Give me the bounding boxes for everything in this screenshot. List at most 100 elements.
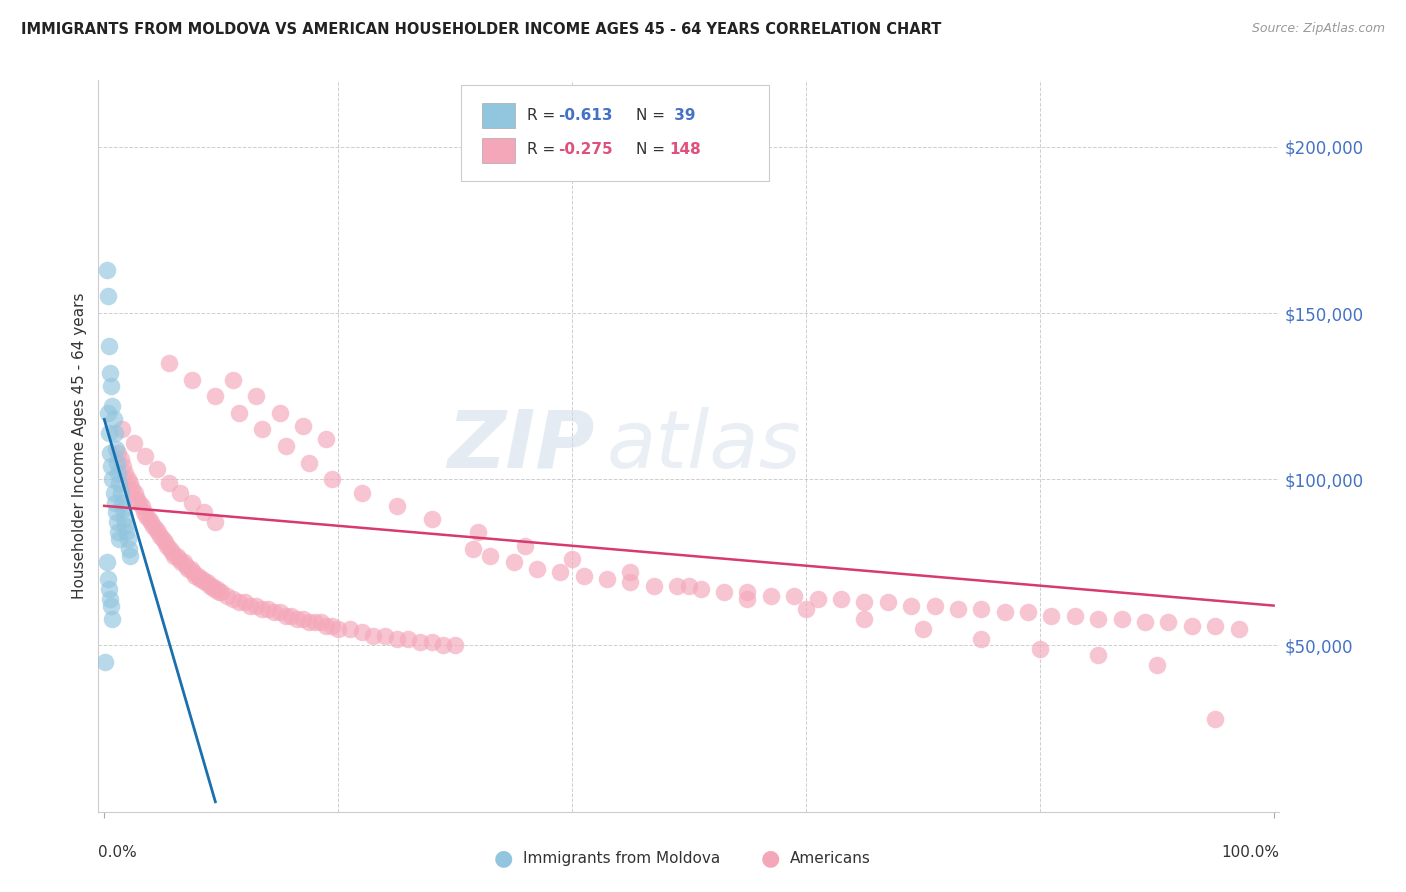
Point bbox=[285, 612, 308, 626]
Text: Americans: Americans bbox=[790, 851, 872, 865]
Point bbox=[97, 572, 120, 586]
Point bbox=[853, 612, 876, 626]
Point bbox=[526, 562, 548, 576]
Point bbox=[149, 529, 172, 543]
Point bbox=[117, 532, 139, 546]
Point bbox=[184, 568, 207, 582]
Point bbox=[222, 591, 245, 606]
Point bbox=[104, 442, 127, 457]
Point bbox=[110, 485, 132, 500]
Point bbox=[96, 262, 118, 277]
Point bbox=[107, 466, 129, 480]
Text: 39: 39 bbox=[669, 108, 696, 123]
Point bbox=[100, 599, 122, 613]
Point bbox=[170, 555, 193, 569]
Point bbox=[269, 605, 291, 619]
Point bbox=[385, 632, 408, 646]
Point bbox=[100, 458, 122, 473]
Point bbox=[876, 595, 898, 609]
Point bbox=[374, 628, 396, 642]
Text: 148: 148 bbox=[669, 142, 700, 157]
Point bbox=[160, 545, 183, 559]
Point bbox=[479, 549, 502, 563]
Point bbox=[118, 549, 141, 563]
Point bbox=[97, 582, 120, 596]
Point bbox=[274, 608, 297, 623]
FancyBboxPatch shape bbox=[482, 103, 516, 128]
Point bbox=[1204, 712, 1226, 726]
Point bbox=[250, 422, 273, 436]
Point bbox=[195, 575, 218, 590]
Point bbox=[350, 625, 373, 640]
Point bbox=[946, 602, 969, 616]
Point bbox=[121, 482, 143, 496]
Point bbox=[298, 615, 321, 630]
Point bbox=[114, 518, 136, 533]
Point bbox=[228, 595, 250, 609]
Point bbox=[174, 558, 197, 573]
Point bbox=[103, 485, 125, 500]
Point bbox=[326, 622, 349, 636]
Point bbox=[339, 622, 361, 636]
Point bbox=[146, 525, 169, 540]
Point bbox=[98, 591, 121, 606]
Point bbox=[1111, 612, 1133, 626]
Point bbox=[970, 632, 993, 646]
Point bbox=[1181, 618, 1204, 632]
Point bbox=[111, 458, 134, 473]
Point bbox=[134, 449, 156, 463]
Point bbox=[191, 572, 214, 586]
Point bbox=[274, 439, 297, 453]
Point bbox=[111, 422, 134, 436]
Point bbox=[361, 628, 384, 642]
Point bbox=[163, 549, 186, 563]
Y-axis label: Householder Income Ages 45 - 64 years: Householder Income Ages 45 - 64 years bbox=[72, 293, 87, 599]
Point bbox=[132, 506, 155, 520]
Point bbox=[1133, 615, 1156, 630]
Point bbox=[97, 289, 120, 303]
Point bbox=[167, 552, 190, 566]
Point bbox=[187, 568, 209, 582]
Point bbox=[263, 605, 285, 619]
Point bbox=[142, 518, 165, 533]
Point bbox=[139, 516, 162, 530]
Text: N =: N = bbox=[636, 108, 669, 123]
Point bbox=[122, 435, 145, 450]
Point bbox=[107, 525, 129, 540]
Point bbox=[181, 566, 204, 580]
Point bbox=[97, 339, 120, 353]
Point bbox=[159, 542, 181, 557]
Point bbox=[201, 579, 224, 593]
Point bbox=[104, 495, 127, 509]
Point bbox=[181, 372, 204, 386]
Point bbox=[783, 589, 806, 603]
Point bbox=[420, 512, 443, 526]
Point bbox=[103, 412, 125, 426]
Point bbox=[180, 562, 202, 576]
Point bbox=[108, 532, 131, 546]
Point bbox=[181, 495, 204, 509]
Text: R =: R = bbox=[527, 108, 560, 123]
Point bbox=[444, 639, 467, 653]
Text: 0.0%: 0.0% bbox=[98, 845, 138, 860]
Point bbox=[461, 542, 484, 557]
Point bbox=[806, 591, 828, 606]
Point bbox=[100, 379, 122, 393]
Point bbox=[994, 605, 1017, 619]
Point bbox=[111, 495, 134, 509]
Text: atlas: atlas bbox=[606, 407, 801, 485]
Point bbox=[666, 579, 689, 593]
Point bbox=[215, 589, 238, 603]
Point bbox=[1227, 622, 1250, 636]
Point bbox=[1146, 658, 1168, 673]
Point bbox=[173, 555, 195, 569]
Point bbox=[112, 512, 135, 526]
Point bbox=[619, 566, 641, 580]
Point bbox=[228, 406, 250, 420]
Point bbox=[108, 475, 131, 490]
Point bbox=[561, 552, 583, 566]
Point bbox=[1204, 618, 1226, 632]
Point bbox=[321, 472, 343, 486]
Point bbox=[166, 549, 188, 563]
Point bbox=[105, 516, 128, 530]
